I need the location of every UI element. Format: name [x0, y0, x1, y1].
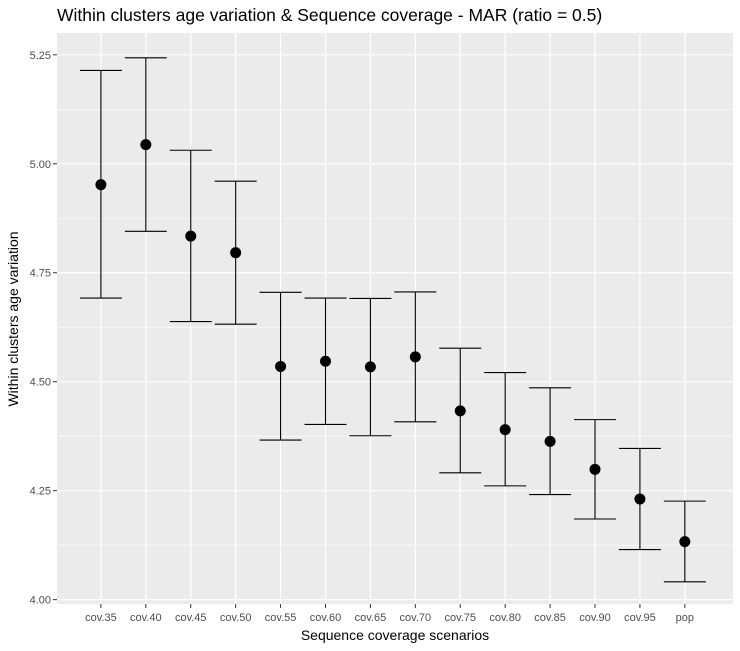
y-axis: 4.00 4.25 4.50 4.75 5.00 5.25 [30, 50, 57, 607]
x-tick-label: cov.40 [130, 612, 162, 624]
x-tick-label: cov.80 [489, 612, 521, 624]
x-tick-label: cov.90 [579, 612, 611, 624]
mean-point [185, 230, 197, 242]
y-axis-title: Within clusters age variation [5, 231, 21, 406]
mean-point [454, 405, 466, 417]
x-tick-label: cov.50 [220, 612, 252, 624]
y-tick-label: 4.50 [30, 377, 51, 389]
mean-point [140, 139, 152, 151]
plot-panel [57, 33, 733, 604]
x-tick-label: cov.70 [400, 612, 432, 624]
x-axis: cov.35 cov.40 cov.45 cov.50 cov.55 cov.60 cov.… [85, 604, 694, 624]
mean-point [230, 247, 242, 259]
y-tick-label: 5.25 [30, 50, 51, 62]
x-tick-label: cov.45 [175, 612, 207, 624]
mean-point [679, 536, 691, 548]
y-tick-label: 5.00 [30, 159, 51, 171]
x-axis-title: Sequence coverage scenarios [301, 627, 489, 643]
x-tick-label: cov.35 [85, 612, 117, 624]
mean-point [95, 179, 107, 191]
mean-point [499, 424, 511, 436]
mean-point [589, 463, 601, 475]
y-tick-label: 4.00 [30, 595, 51, 607]
mean-point [544, 435, 556, 447]
x-tick-label: cov.55 [265, 612, 297, 624]
y-tick-label: 4.25 [30, 486, 51, 498]
mean-point [634, 493, 646, 505]
error-bars [79, 57, 706, 583]
x-tick-label: cov.85 [534, 612, 566, 624]
x-tick-label: pop [676, 612, 694, 624]
mean-point [409, 351, 421, 363]
mean-point [364, 361, 376, 373]
mean-point [275, 360, 287, 372]
chart-title: Within clusters age variation & Sequence… [57, 5, 602, 25]
y-tick-label: 4.75 [30, 268, 51, 280]
x-tick-label: cov.65 [355, 612, 387, 624]
mean-point [320, 355, 332, 367]
x-tick-label: cov.95 [624, 612, 656, 624]
x-tick-label: cov.60 [310, 612, 342, 624]
x-tick-label: cov.75 [444, 612, 476, 624]
